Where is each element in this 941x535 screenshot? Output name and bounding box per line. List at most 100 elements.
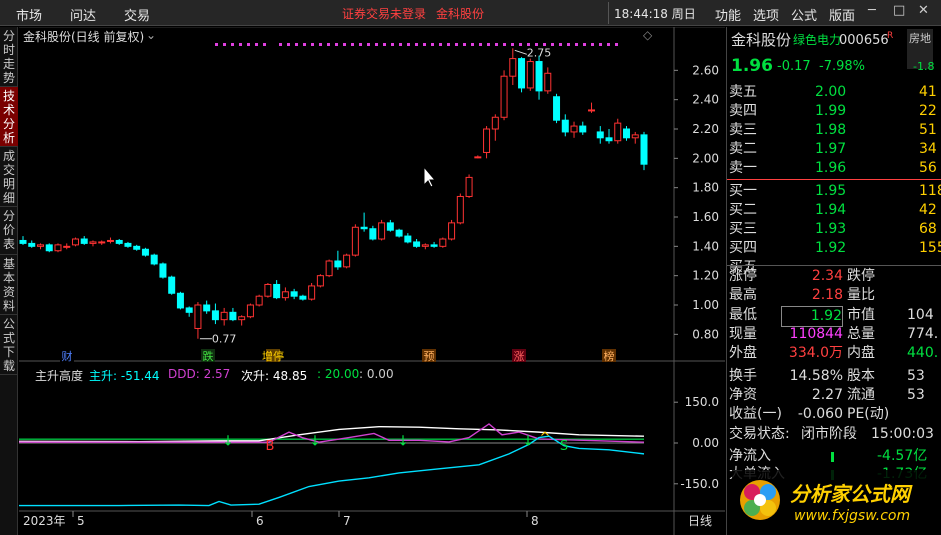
price-tick-label: 1.00 — [692, 298, 719, 312]
signal-arrow-icon: ↓ — [397, 434, 409, 450]
status-value: 闭市阶段 — [801, 426, 857, 442]
tab-intraday[interactable]: 分时走势 — [0, 27, 18, 87]
menu-trade[interactable]: 交易 — [124, 9, 151, 24]
top-dot — [567, 43, 570, 46]
ask-row[interactable]: 卖四 1.99 22 — [727, 102, 941, 121]
minimize-icon[interactable]: ─ — [868, 3, 876, 18]
bid-row[interactable]: 买一 1.95 118 — [727, 182, 941, 201]
ask-volume: 34 — [919, 141, 937, 157]
candle-body — [360, 226, 368, 230]
side-change: -1.8 — [913, 60, 935, 73]
top-dot — [471, 43, 474, 46]
top-dot — [455, 43, 458, 46]
top-stock-name: 金科股份 — [436, 7, 485, 21]
chart-menu-icon[interactable]: ⌄ — [146, 28, 157, 42]
candle-body — [640, 134, 648, 165]
candle-body — [623, 128, 631, 139]
candle-body — [255, 295, 263, 306]
diamond-icon[interactable]: ◇ — [643, 28, 653, 42]
top-dot — [351, 43, 354, 46]
candle-body — [273, 283, 281, 299]
top-dot — [527, 43, 530, 46]
maximize-icon[interactable]: □ — [893, 3, 906, 18]
ask-row[interactable]: 卖五 2.00 41 — [727, 83, 941, 102]
quote-tag[interactable]: 绿色电力 — [793, 33, 842, 47]
close-icon[interactable]: ✕ — [918, 3, 929, 18]
chart-area[interactable]: 2.60 2.40 2.20 2.00 1.80 1.60 1.40 1.20 1.00 0.80… — [19, 27, 725, 535]
flow-row-net: 净流入 -4.57亿 — [727, 447, 941, 466]
bid-row[interactable]: 买四 1.92 155 — [727, 239, 941, 258]
last-price: 1.96 — [731, 56, 773, 76]
ask-label: 卖四 — [729, 103, 757, 119]
top-dot — [295, 43, 298, 46]
menu-layout[interactable]: 版面 — [829, 9, 856, 24]
stat-label-2: 总量 — [847, 325, 875, 342]
candle-body — [264, 283, 272, 297]
candle-body — [605, 137, 613, 142]
tab-formula-download[interactable]: 公式下载 — [0, 315, 18, 375]
stat-value: 2.27 — [811, 386, 843, 403]
bid-row[interactable]: 买三 1.93 68 — [727, 220, 941, 239]
login-warning[interactable]: 证券交易未登录 — [342, 7, 427, 21]
price-tick-label: 1.80 — [692, 181, 719, 195]
top-dot — [231, 43, 234, 46]
top-dot — [615, 43, 618, 46]
quote-tab[interactable]: 房地 — [907, 29, 933, 69]
candle-body — [150, 254, 158, 265]
ask-label: 卖一 — [729, 160, 757, 176]
ask-row[interactable]: 卖二 1.97 34 — [727, 140, 941, 159]
menu-options[interactable]: 选项 — [753, 9, 780, 24]
stat-row: 收益(一) -0.060 PE(动) — [727, 405, 941, 424]
menu-ask[interactable]: 问达 — [70, 9, 97, 24]
ask-volume: 56 — [919, 160, 937, 176]
bid-volume: 155 — [919, 240, 941, 256]
stats-divider — [727, 265, 941, 266]
quote-header: 金科股份 绿色电力 000656 R 房地 — [727, 29, 941, 69]
stat-value: 1.92 — [781, 305, 843, 327]
clock: 18:44:18 周日 — [614, 7, 696, 21]
event-marker-bg — [422, 349, 436, 362]
period-label: 日线 — [688, 514, 712, 528]
tab-price-table[interactable]: 分价表 — [0, 207, 18, 255]
event-marker: 财 — [62, 349, 73, 363]
bid-row[interactable]: 买二 1.94 42 — [727, 201, 941, 220]
tab-technical[interactable]: 技术分析 — [0, 87, 18, 147]
candle-body — [124, 242, 132, 247]
candle-body — [325, 260, 333, 277]
candle-body — [159, 263, 167, 278]
tab-transactions[interactable]: 成交明细 — [0, 147, 18, 207]
status-row: 交易状态: 闭市阶段 15:00:03 — [727, 425, 941, 444]
caret-icon: ^ — [540, 430, 551, 445]
stat-label-2: 市值 — [847, 306, 875, 323]
stat-value: 110844 — [789, 325, 843, 342]
ask-row[interactable]: 卖三 1.98 51 — [727, 121, 941, 140]
bid-row[interactable]: 买五 — [727, 258, 941, 277]
stat-value: 2.34 — [811, 268, 843, 284]
menu-function[interactable]: 功能 — [715, 9, 742, 24]
tab-fundamentals[interactable]: 基本资料 — [0, 255, 18, 315]
kline-chart[interactable]: 2.60 2.40 2.20 2.00 1.80 1.60 1.40 1.20 1.00 0.80… — [19, 27, 725, 535]
stat-value-2: 440. — [907, 345, 939, 362]
ask-price: 2.00 — [815, 84, 847, 100]
indicator-v5: : 0.00 — [359, 367, 394, 381]
top-dot — [607, 43, 610, 46]
stat-label: 净资 — [729, 386, 757, 403]
ask-row[interactable]: 卖一 1.96 56 — [727, 159, 941, 178]
ask-price: 1.98 — [815, 122, 847, 138]
top-dot — [583, 43, 586, 46]
stat-row: 最高 2.18 量比 — [727, 286, 941, 305]
top-dot — [479, 43, 482, 46]
watermark-url: www.fxjgsw.com — [794, 508, 911, 524]
indicator-name: 主升高度 — [35, 369, 84, 383]
menu-market[interactable]: 市场 — [16, 9, 43, 24]
candle-body — [290, 291, 298, 297]
event-marker: 跌 — [203, 349, 214, 363]
event-marker: 涨 — [514, 350, 525, 363]
price-tick-label: 1.60 — [692, 210, 719, 224]
x-month-label: 5 — [77, 514, 85, 528]
stat-value-2: 104 — [907, 306, 934, 323]
menu-formula[interactable]: 公式 — [791, 9, 818, 24]
top-dot — [399, 43, 402, 46]
top-dot — [375, 43, 378, 46]
candle-body — [456, 195, 464, 224]
